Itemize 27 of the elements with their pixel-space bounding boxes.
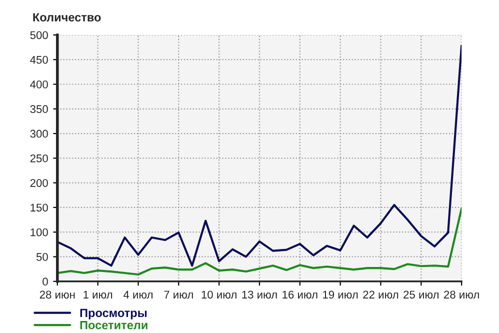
line-series — [57, 207, 462, 276]
x-tick-label: 25 июл — [404, 290, 438, 299]
x-tick-label: 22 июл — [363, 290, 398, 299]
x-tick-label: 13 июл — [242, 290, 277, 299]
y-tick-label: 250 — [30, 154, 48, 162]
x-tick-label: 1 июл — [84, 290, 112, 299]
x-tick-label: 7 июл — [164, 290, 193, 299]
x-tick-label: 10 июл — [202, 290, 236, 299]
y-tick-label: 200 — [30, 179, 48, 187]
y-tick-label: 0 — [42, 278, 48, 286]
x-tick-label: 4 июл — [123, 290, 152, 299]
y-tick-label: 400 — [30, 80, 48, 88]
y-tick-label: 300 — [30, 130, 48, 138]
y-tick-label: 450 — [30, 56, 48, 64]
legend-label: Просмотры — [80, 308, 147, 320]
y-tick-label: 150 — [30, 204, 48, 212]
y-tick-label: 350 — [30, 105, 48, 114]
legend-label: Посетители — [80, 321, 148, 330]
x-tick-label: 28 июл — [444, 290, 479, 299]
x-tick-label: 19 июл — [323, 290, 358, 299]
x-tick-label: 16 июл — [282, 290, 318, 299]
y-axis-title: Количество — [33, 13, 101, 22]
line-series — [57, 44, 462, 267]
y-tick-label: 100 — [30, 228, 48, 236]
y-tick-label: 50 — [36, 253, 48, 261]
y-tick-label: 500 — [30, 31, 48, 40]
x-tick-label: 28 июн — [40, 290, 75, 299]
